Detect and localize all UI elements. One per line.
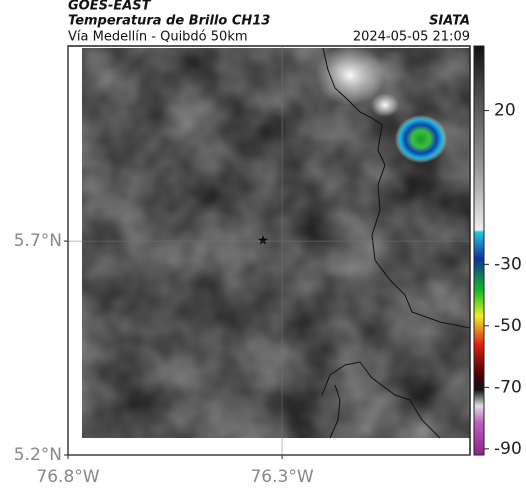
bright-cloud <box>315 45 385 105</box>
image-texture <box>82 48 470 438</box>
datetime: 2024-05-05 21:09 <box>353 30 470 45</box>
storm-cell <box>395 115 447 163</box>
product: Temperatura de Brillo CH13 <box>68 14 270 29</box>
colorbar-tick-label: -50 <box>494 316 522 336</box>
border <box>329 384 341 439</box>
x-tick-label: 76.3°W <box>250 467 313 487</box>
x-tick-label: 76.8°W <box>36 467 99 487</box>
agency: SIATA <box>429 14 470 29</box>
y-tick-label: 5.2°N <box>14 445 62 465</box>
border <box>321 361 441 439</box>
y-tick-label: 5.7°N <box>14 231 62 251</box>
bright-cloud <box>371 93 399 117</box>
source: GOES-EAST <box>68 0 152 14</box>
satellite-image <box>82 45 470 438</box>
colorbar <box>473 45 485 456</box>
border <box>322 47 471 329</box>
colorbar-tick-label: 20 <box>494 101 516 121</box>
route: Vía Medellín - Quibdó 50km <box>68 30 248 45</box>
colorbar-tick-label: -90 <box>494 439 522 459</box>
colorbar-tick-label: -70 <box>494 377 522 397</box>
colorbar-tick-label: -30 <box>494 254 522 274</box>
